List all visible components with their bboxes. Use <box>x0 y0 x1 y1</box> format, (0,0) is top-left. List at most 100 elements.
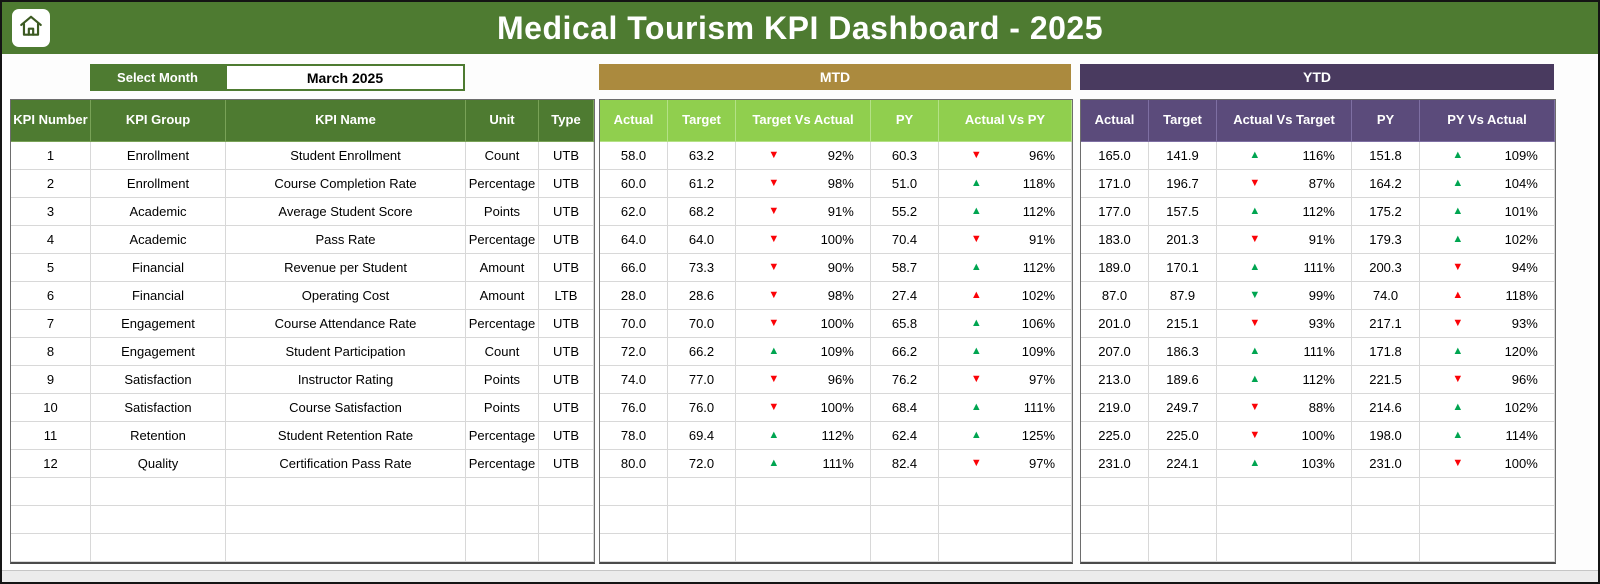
kpi-group-cell[interactable]: Satisfaction <box>91 394 226 422</box>
type-cell[interactable]: UTB <box>539 170 594 198</box>
ytd-target-cell[interactable]: 201.3 <box>1149 226 1217 254</box>
ytd-actual-cell[interactable]: 231.0 <box>1081 450 1149 478</box>
empty-cell[interactable] <box>736 478 871 506</box>
ytd-py-cell[interactable]: 200.3 <box>1352 254 1420 282</box>
ytd-actual-vs-target-cell[interactable]: ▲ 112% <box>1217 198 1352 226</box>
mtd-target-cell[interactable]: 77.0 <box>668 366 736 394</box>
kpi-name-cell[interactable]: Student Participation <box>226 338 466 366</box>
ytd-actual-vs-target-cell[interactable]: ▲ 116% <box>1217 142 1352 170</box>
kpi-number-cell[interactable]: 1 <box>11 142 91 170</box>
kpi-group-cell[interactable]: Retention <box>91 422 226 450</box>
empty-cell[interactable] <box>226 534 466 562</box>
kpi-name-cell[interactable]: Instructor Rating <box>226 366 466 394</box>
ytd-py-vs-actual-cell[interactable]: ▲ 114% <box>1420 422 1555 450</box>
kpi-name-cell[interactable]: Average Student Score <box>226 198 466 226</box>
mtd-py-cell[interactable]: 58.7 <box>871 254 939 282</box>
empty-cell[interactable] <box>939 534 1072 562</box>
ytd-target-cell[interactable]: 224.1 <box>1149 450 1217 478</box>
empty-cell[interactable] <box>466 506 539 534</box>
mtd-actual-vs-py-cell[interactable]: ▼ 91% <box>939 226 1072 254</box>
empty-cell[interactable] <box>11 478 91 506</box>
unit-cell[interactable]: Count <box>466 338 539 366</box>
kpi-group-cell[interactable]: Financial <box>91 282 226 310</box>
mtd-target-vs-actual-cell[interactable]: ▼ 91% <box>736 198 871 226</box>
mtd-target-vs-actual-cell[interactable]: ▼ 92% <box>736 142 871 170</box>
mtd-actual-vs-py-cell[interactable]: ▲ 109% <box>939 338 1072 366</box>
empty-cell[interactable] <box>668 506 736 534</box>
mtd-target-vs-actual-cell[interactable]: ▼ 100% <box>736 226 871 254</box>
empty-cell[interactable] <box>466 478 539 506</box>
ytd-target-cell[interactable]: 141.9 <box>1149 142 1217 170</box>
unit-cell[interactable]: Points <box>466 366 539 394</box>
kpi-name-cell[interactable]: Course Satisfaction <box>226 394 466 422</box>
empty-cell[interactable] <box>11 534 91 562</box>
mtd-actual-vs-py-cell[interactable]: ▲ 125% <box>939 422 1072 450</box>
ytd-target-cell[interactable]: 186.3 <box>1149 338 1217 366</box>
mtd-actual-cell[interactable]: 80.0 <box>600 450 668 478</box>
mtd-target-cell[interactable]: 28.6 <box>668 282 736 310</box>
mtd-actual-vs-py-cell[interactable]: ▲ 106% <box>939 310 1072 338</box>
empty-cell[interactable] <box>1149 534 1217 562</box>
empty-cell[interactable] <box>91 506 226 534</box>
kpi-number-cell[interactable]: 10 <box>11 394 91 422</box>
kpi-name-cell[interactable]: Course Completion Rate <box>226 170 466 198</box>
empty-cell[interactable] <box>600 506 668 534</box>
mtd-target-vs-actual-cell[interactable]: ▼ 90% <box>736 254 871 282</box>
ytd-actual-vs-target-cell[interactable]: ▼ 88% <box>1217 394 1352 422</box>
kpi-group-cell[interactable]: Enrollment <box>91 170 226 198</box>
mtd-actual-cell[interactable]: 58.0 <box>600 142 668 170</box>
ytd-actual-cell[interactable]: 189.0 <box>1081 254 1149 282</box>
kpi-number-cell[interactable]: 8 <box>11 338 91 366</box>
empty-cell[interactable] <box>1217 534 1352 562</box>
empty-cell[interactable] <box>11 506 91 534</box>
month-selector[interactable]: March 2025 <box>225 64 465 91</box>
mtd-actual-vs-py-cell[interactable]: ▼ 96% <box>939 142 1072 170</box>
ytd-actual-cell[interactable]: 87.0 <box>1081 282 1149 310</box>
mtd-actual-cell[interactable]: 74.0 <box>600 366 668 394</box>
ytd-py-vs-actual-cell[interactable]: ▲ 102% <box>1420 394 1555 422</box>
mtd-actual-cell[interactable]: 72.0 <box>600 338 668 366</box>
ytd-actual-vs-target-cell[interactable]: ▼ 93% <box>1217 310 1352 338</box>
empty-cell[interactable] <box>1081 534 1149 562</box>
ytd-py-cell[interactable]: 231.0 <box>1352 450 1420 478</box>
unit-cell[interactable]: Amount <box>466 282 539 310</box>
type-cell[interactable]: LTB <box>539 282 594 310</box>
ytd-py-vs-actual-cell[interactable]: ▼ 96% <box>1420 366 1555 394</box>
mtd-target-cell[interactable]: 61.2 <box>668 170 736 198</box>
kpi-name-cell[interactable]: Student Retention Rate <box>226 422 466 450</box>
ytd-py-vs-actual-cell[interactable]: ▲ 118% <box>1420 282 1555 310</box>
mtd-actual-cell[interactable]: 28.0 <box>600 282 668 310</box>
empty-cell[interactable] <box>1081 506 1149 534</box>
ytd-actual-cell[interactable]: 207.0 <box>1081 338 1149 366</box>
ytd-actual-cell[interactable]: 225.0 <box>1081 422 1149 450</box>
kpi-number-cell[interactable]: 4 <box>11 226 91 254</box>
mtd-actual-vs-py-cell[interactable]: ▼ 97% <box>939 366 1072 394</box>
kpi-number-cell[interactable]: 7 <box>11 310 91 338</box>
ytd-actual-vs-target-cell[interactable]: ▲ 112% <box>1217 366 1352 394</box>
unit-cell[interactable]: Percentage <box>466 310 539 338</box>
ytd-py-vs-actual-cell[interactable]: ▲ 101% <box>1420 198 1555 226</box>
empty-cell[interactable] <box>871 478 939 506</box>
ytd-py-cell[interactable]: 151.8 <box>1352 142 1420 170</box>
ytd-actual-cell[interactable]: 183.0 <box>1081 226 1149 254</box>
kpi-number-cell[interactable]: 5 <box>11 254 91 282</box>
mtd-actual-cell[interactable]: 78.0 <box>600 422 668 450</box>
ytd-py-cell[interactable]: 74.0 <box>1352 282 1420 310</box>
empty-cell[interactable] <box>1149 506 1217 534</box>
ytd-target-cell[interactable]: 196.7 <box>1149 170 1217 198</box>
empty-cell[interactable] <box>1149 478 1217 506</box>
ytd-actual-cell[interactable]: 219.0 <box>1081 394 1149 422</box>
kpi-name-cell[interactable]: Operating Cost <box>226 282 466 310</box>
empty-cell[interactable] <box>1081 478 1149 506</box>
mtd-target-vs-actual-cell[interactable]: ▼ 100% <box>736 310 871 338</box>
ytd-py-vs-actual-cell[interactable]: ▼ 100% <box>1420 450 1555 478</box>
mtd-target-cell[interactable]: 70.0 <box>668 310 736 338</box>
empty-cell[interactable] <box>1420 534 1555 562</box>
mtd-actual-cell[interactable]: 70.0 <box>600 310 668 338</box>
type-cell[interactable]: UTB <box>539 142 594 170</box>
empty-cell[interactable] <box>1352 534 1420 562</box>
ytd-target-cell[interactable]: 215.1 <box>1149 310 1217 338</box>
empty-cell[interactable] <box>226 506 466 534</box>
unit-cell[interactable]: Points <box>466 198 539 226</box>
kpi-name-cell[interactable]: Certification Pass Rate <box>226 450 466 478</box>
